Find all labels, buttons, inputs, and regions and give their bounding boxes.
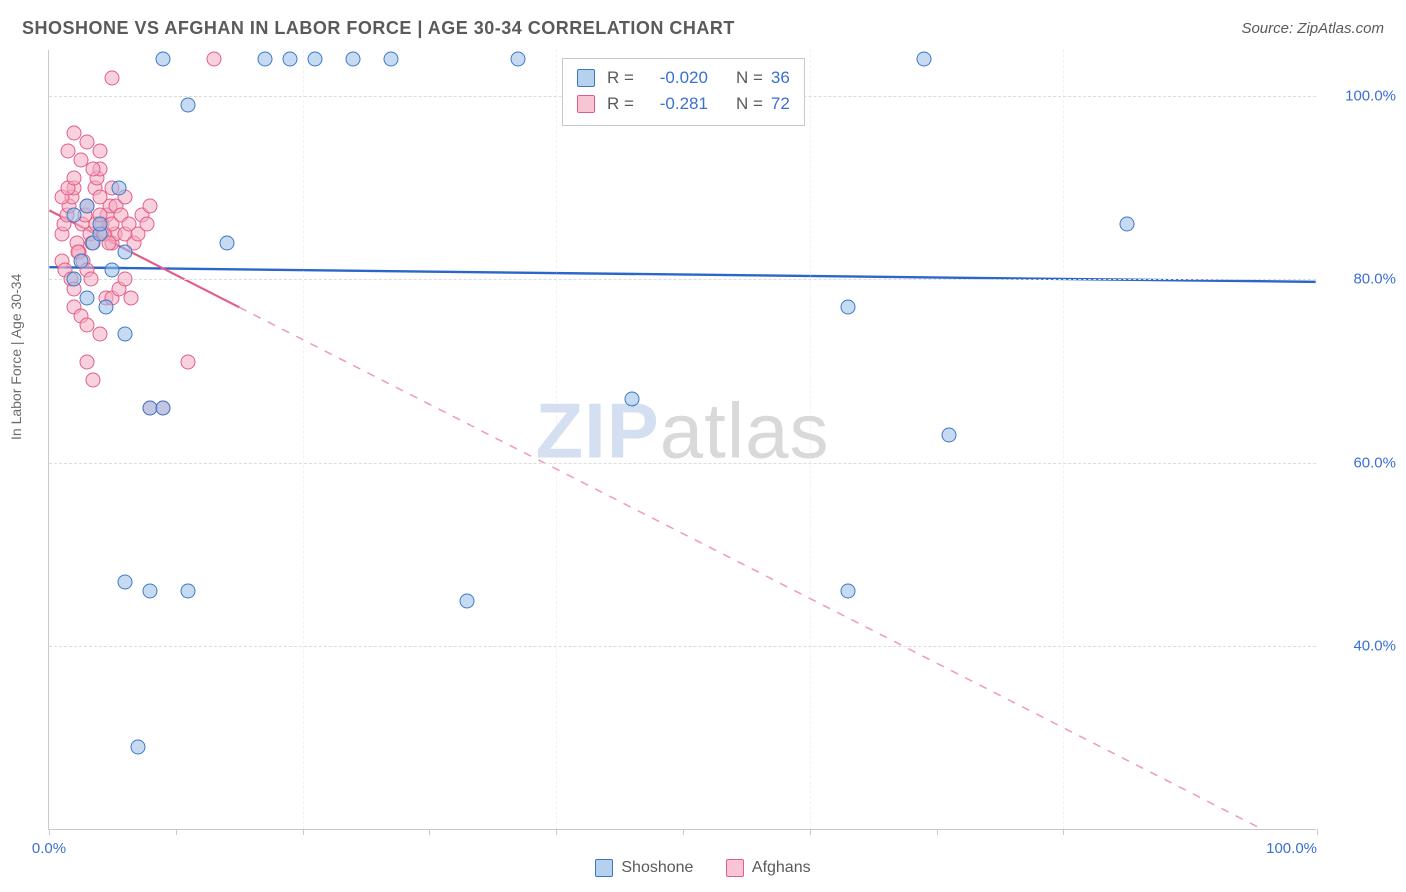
x-tick-mark: [556, 829, 557, 835]
blue-point: [105, 263, 120, 278]
gridline-h: [49, 646, 1316, 647]
source-label: Source: ZipAtlas.com: [1241, 20, 1384, 37]
series-legend: Shoshone Afghans: [0, 859, 1406, 882]
y-tick-label: 100.0%: [1326, 87, 1396, 104]
blue-point: [511, 52, 526, 67]
y-axis-label: In Labor Force | Age 30-34: [8, 274, 24, 440]
shoshone-swatch-icon: [577, 69, 595, 87]
afghans-swatch-icon: [577, 95, 595, 113]
shoshone-n-value: 36: [771, 65, 790, 91]
pink-point: [83, 272, 98, 287]
blue-point: [282, 52, 297, 67]
gridline-v: [303, 50, 304, 829]
r-label: R =: [607, 91, 634, 117]
gridline-h: [49, 463, 1316, 464]
blue-point: [257, 52, 272, 67]
afghans-n-value: 72: [771, 91, 790, 117]
pink-point: [206, 52, 221, 67]
pink-point: [124, 290, 139, 305]
blue-point: [92, 217, 107, 232]
gridline-v: [1063, 50, 1064, 829]
x-tick-mark: [303, 829, 304, 835]
blue-point: [625, 391, 640, 406]
blue-point: [118, 244, 133, 259]
pink-point: [86, 373, 101, 388]
x-tick-mark: [1063, 829, 1064, 835]
chart-title: SHOSHONE VS AFGHAN IN LABOR FORCE | AGE …: [22, 18, 735, 39]
blue-point: [840, 299, 855, 314]
legend-item-shoshone: Shoshone: [595, 859, 693, 877]
blue-point: [143, 584, 158, 599]
scatter-plot: ZIPatlas 40.0%60.0%80.0%100.0%0.0%100.0%: [48, 50, 1316, 830]
pink-point: [86, 162, 101, 177]
correlation-legend: R = -0.020 N = 36 R = -0.281 N = 72: [562, 58, 805, 126]
afghans-swatch-icon: [726, 859, 744, 877]
blue-point: [111, 180, 126, 195]
legend-label-shoshone: Shoshone: [621, 859, 693, 877]
legend-label-afghans: Afghans: [752, 859, 811, 877]
pink-point: [118, 272, 133, 287]
afghans-r-value: -0.281: [642, 91, 708, 117]
y-tick-label: 40.0%: [1326, 638, 1396, 655]
blue-point: [346, 52, 361, 67]
pink-point: [67, 171, 82, 186]
x-tick-mark: [810, 829, 811, 835]
pink-point: [80, 355, 95, 370]
pink-point: [181, 355, 196, 370]
blue-point: [916, 52, 931, 67]
blue-point: [73, 254, 88, 269]
blue-point: [460, 593, 475, 608]
blue-point: [67, 208, 82, 223]
blue-point: [942, 428, 957, 443]
blue-point: [118, 575, 133, 590]
blue-point: [1119, 217, 1134, 232]
pink-point: [92, 189, 107, 204]
x-tick-mark: [683, 829, 684, 835]
x-tick-mark: [176, 829, 177, 835]
y-tick-label: 60.0%: [1326, 454, 1396, 471]
x-tick-mark: [49, 829, 50, 835]
pink-point: [92, 143, 107, 158]
watermark-atlas: atlas: [660, 386, 830, 474]
legend-row-afghans: R = -0.281 N = 72: [577, 91, 790, 117]
x-tick-label: 0.0%: [32, 840, 66, 857]
blue-point: [156, 52, 171, 67]
x-tick-mark: [937, 829, 938, 835]
gridline-v: [810, 50, 811, 829]
blue-point: [156, 400, 171, 415]
x-tick-mark: [429, 829, 430, 835]
legend-row-shoshone: R = -0.020 N = 36: [577, 65, 790, 91]
pink-point: [92, 327, 107, 342]
pink-point: [143, 199, 158, 214]
r-label: R =: [607, 65, 634, 91]
blue-point: [99, 299, 114, 314]
watermark-zip: ZIP: [535, 386, 659, 474]
shoshone-swatch-icon: [595, 859, 613, 877]
n-label: N =: [736, 91, 763, 117]
blue-point: [384, 52, 399, 67]
x-tick-label: 100.0%: [1266, 840, 1317, 857]
blue-point: [840, 584, 855, 599]
blue-point: [80, 290, 95, 305]
trend-lines: [49, 50, 1316, 829]
gridline-v: [556, 50, 557, 829]
x-tick-mark: [1317, 829, 1318, 835]
blue-point: [67, 272, 82, 287]
blue-point: [130, 740, 145, 755]
pink-point: [105, 70, 120, 85]
n-label: N =: [736, 65, 763, 91]
pink-point: [80, 318, 95, 333]
blue-point: [308, 52, 323, 67]
legend-item-afghans: Afghans: [726, 859, 811, 877]
blue-point: [80, 199, 95, 214]
blue-point: [219, 235, 234, 250]
gridline-h: [49, 279, 1316, 280]
blue-point: [181, 98, 196, 113]
y-tick-label: 80.0%: [1326, 271, 1396, 288]
shoshone-r-value: -0.020: [642, 65, 708, 91]
blue-point: [118, 327, 133, 342]
blue-point: [181, 584, 196, 599]
pink-point: [139, 217, 154, 232]
